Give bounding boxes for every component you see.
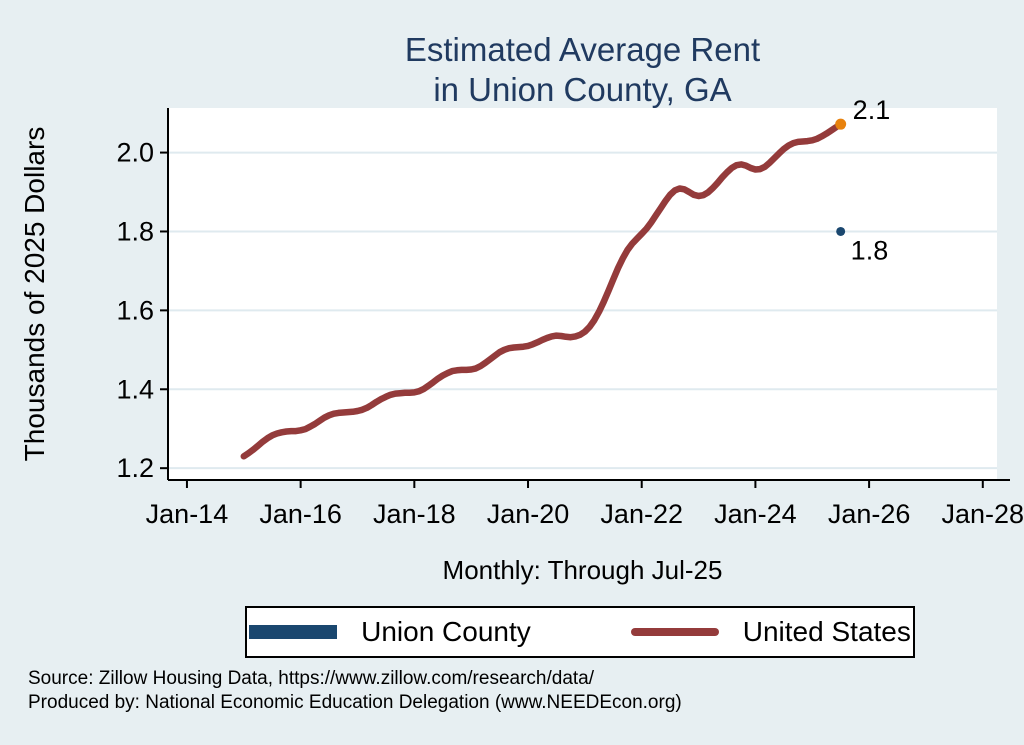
united-states-line [240,120,844,460]
legend-swatch-union-county [249,625,338,639]
x-tick-label: Jan-22 [600,499,683,529]
footer: Source: Zillow Housing Data, https://www… [28,667,1008,715]
x-tick-label: Jan-14 [146,499,229,529]
legend-item-united-states: United States [630,616,911,648]
legend: Union County United States [245,606,915,658]
union-county-point [836,226,846,236]
union-county-end-label: 1.8 [851,235,889,265]
x-tick-label: Jan-20 [487,499,570,529]
plot-area: 1.2 1.4 1.6 1.8 2.0 Jan-14 Jan-16 Jan-18 Jan-20 J… [19,95,1024,529]
chart-subtitle: Monthly: Through Jul-25 [442,555,723,585]
x-tick-label: Jan-28 [942,499,1024,529]
y-tick-label: 1.6 [116,295,154,325]
chart-title-line2: in Union County, GA [433,71,732,108]
united-states-last-point [835,118,847,130]
produced-by-line: Produced by: National Economic Education… [28,692,682,713]
y-tick-label: 1.2 [116,453,154,483]
chart-title-line1: Estimated Average Rent [404,31,761,68]
x-tick-label: Jan-24 [714,499,797,529]
x-tick-label: Jan-16 [259,499,342,529]
legend-label-united-states: United States [742,616,911,647]
legend-label-union-county: Union County [361,616,531,647]
x-tick-label: Jan-26 [828,499,911,529]
plot-background [168,108,997,480]
x-tick-label: Jan-18 [373,499,456,529]
united-states-end-label: 2.1 [853,95,891,125]
y-tick-label: 1.8 [116,216,154,246]
y-tick-label: 2.0 [116,138,154,168]
chart-title: Estimated Average Rent in Union County, … [168,30,997,110]
legend-swatch-united-states [630,628,719,636]
legend-item-union-county: Union County [249,616,531,648]
y-tick-label: 1.4 [116,374,154,404]
source-line: Source: Zillow Housing Data, https://www… [28,668,595,689]
y-axis-title: Thousands of 2025 Dollars [19,127,50,462]
